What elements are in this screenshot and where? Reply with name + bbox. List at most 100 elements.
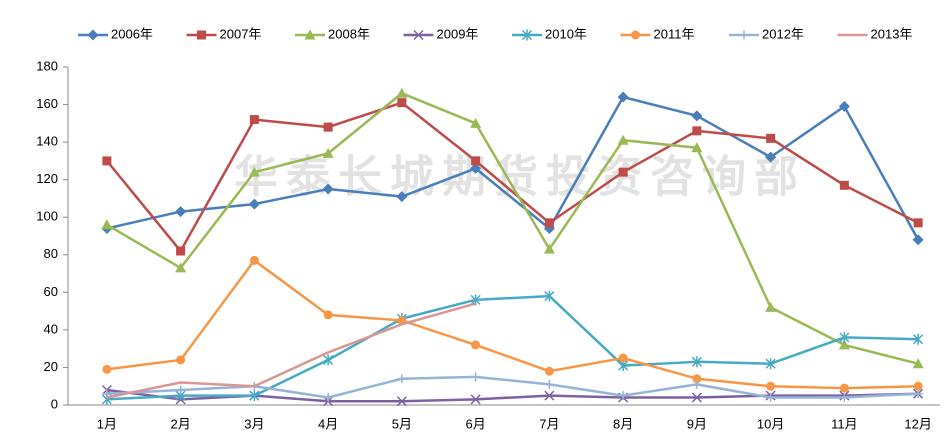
marker <box>631 30 640 40</box>
marker <box>691 142 703 153</box>
marker <box>470 394 481 405</box>
series-line <box>106 294 919 401</box>
marker <box>413 29 424 41</box>
y-tick-label: 60 <box>44 284 58 299</box>
x-tick-label: 12月 <box>904 416 931 431</box>
x-tick-label: 3月 <box>244 416 264 431</box>
marker <box>766 392 776 402</box>
marker <box>396 396 407 407</box>
x-tick-label: 6月 <box>466 416 486 431</box>
marker <box>692 379 702 389</box>
marker <box>397 374 407 384</box>
marker <box>470 162 482 174</box>
x-tick-label: 8月 <box>613 416 633 431</box>
marker <box>839 392 849 402</box>
x-tick-label: 11月 <box>831 416 858 431</box>
series-line <box>106 92 919 365</box>
marker <box>249 390 260 402</box>
marker <box>691 110 703 122</box>
marker <box>692 126 702 136</box>
marker <box>765 151 777 163</box>
marker <box>839 180 849 190</box>
marker <box>249 255 259 265</box>
marker <box>323 354 334 366</box>
y-tick-label: 120 <box>36 171 58 186</box>
marker <box>838 339 850 350</box>
x-tick-label: 10月 <box>757 416 784 431</box>
marker <box>470 117 482 128</box>
x-tick-label: 5月 <box>392 416 412 431</box>
marker <box>913 389 923 399</box>
x-tick-label: 1月 <box>97 416 117 431</box>
legend-label: 2011年 <box>654 26 695 41</box>
y-tick-label: 100 <box>36 209 58 224</box>
marker <box>839 383 849 393</box>
marker <box>87 29 99 41</box>
marker <box>838 100 850 112</box>
marker <box>618 353 628 363</box>
y-tick-label: 80 <box>44 246 58 261</box>
x-tick-label: 9月 <box>687 416 707 431</box>
marker <box>912 358 924 369</box>
marker <box>544 379 554 389</box>
marker <box>544 290 555 302</box>
legend-label: 2010年 <box>545 26 587 41</box>
marker <box>521 29 533 41</box>
series-line <box>105 101 919 253</box>
marker <box>471 372 481 382</box>
marker <box>248 198 260 210</box>
marker <box>913 218 923 228</box>
marker <box>322 183 334 195</box>
marker <box>618 391 628 401</box>
marker <box>323 310 333 320</box>
x-tick-label: 7月 <box>539 416 559 431</box>
y-tick-label: 160 <box>36 96 58 111</box>
marker <box>396 191 408 203</box>
marker <box>544 366 554 376</box>
legend-label: 2012年 <box>762 26 804 41</box>
marker <box>913 381 923 391</box>
marker <box>323 122 333 132</box>
legend-label: 2013年 <box>871 26 913 41</box>
marker <box>765 301 777 312</box>
x-tick-label: 2月 <box>171 416 191 431</box>
marker <box>304 29 316 40</box>
marker <box>618 167 628 177</box>
marker <box>543 243 555 254</box>
marker <box>176 246 186 256</box>
marker <box>175 206 187 218</box>
y-tick-label: 0 <box>51 396 58 411</box>
marker <box>248 166 260 177</box>
marker <box>691 356 702 368</box>
marker <box>691 392 702 403</box>
marker <box>739 30 749 40</box>
y-tick-label: 140 <box>36 134 58 149</box>
marker <box>912 234 924 246</box>
marker <box>692 374 702 384</box>
marker <box>322 147 334 158</box>
series-line <box>106 375 919 399</box>
marker <box>765 358 776 370</box>
marker <box>175 262 187 273</box>
marker <box>471 340 481 350</box>
legend-label: 2006年 <box>111 26 153 41</box>
marker <box>396 87 408 98</box>
legend-label: 2008年 <box>328 26 370 41</box>
marker <box>617 134 629 145</box>
marker <box>766 381 776 391</box>
marker <box>397 98 407 108</box>
marker <box>101 219 113 230</box>
marker <box>102 156 112 166</box>
marker <box>471 156 481 166</box>
marker <box>766 133 776 143</box>
legend-label: 2009年 <box>437 26 479 41</box>
series-line <box>106 259 919 390</box>
marker <box>176 385 186 395</box>
x-tick-label: 4月 <box>318 416 338 431</box>
marker <box>176 355 186 365</box>
marker <box>102 364 112 374</box>
y-tick-label: 180 <box>36 58 58 73</box>
legend-label: 2007年 <box>220 26 262 41</box>
